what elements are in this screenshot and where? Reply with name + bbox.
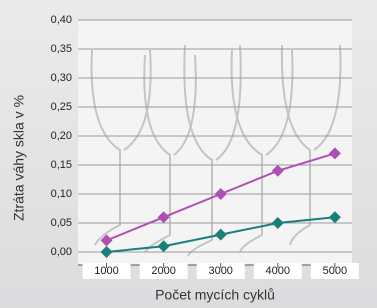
- x-tick-label: 4000: [266, 265, 290, 277]
- x-tick-label: 2000: [151, 265, 175, 277]
- chart: Počet mycích cyklů Ztráta váhy skla v % …: [0, 0, 377, 308]
- y-tick-label: 0,10: [51, 188, 72, 200]
- y-tick-label: 0,40: [51, 14, 72, 26]
- x-tick-label: 3000: [208, 265, 232, 277]
- y-tick-label: 0,15: [51, 159, 72, 171]
- y-tick-label: 0,35: [51, 43, 72, 55]
- x-axis-title: Počet mycích cyklů: [155, 287, 275, 303]
- plot-area: [78, 20, 352, 265]
- y-tick-label: 0,30: [51, 72, 72, 84]
- y-tick-label: 0,25: [51, 101, 72, 113]
- x-tick-label: 1000: [94, 265, 118, 277]
- y-tick-label: 0,05: [51, 217, 72, 229]
- y-tick-label: 0,20: [51, 130, 72, 142]
- y-axis-title: Ztráta váhy skla v %: [11, 95, 27, 221]
- x-tick-label: 5000: [323, 265, 347, 277]
- y-tick-label: 0,00: [51, 246, 72, 258]
